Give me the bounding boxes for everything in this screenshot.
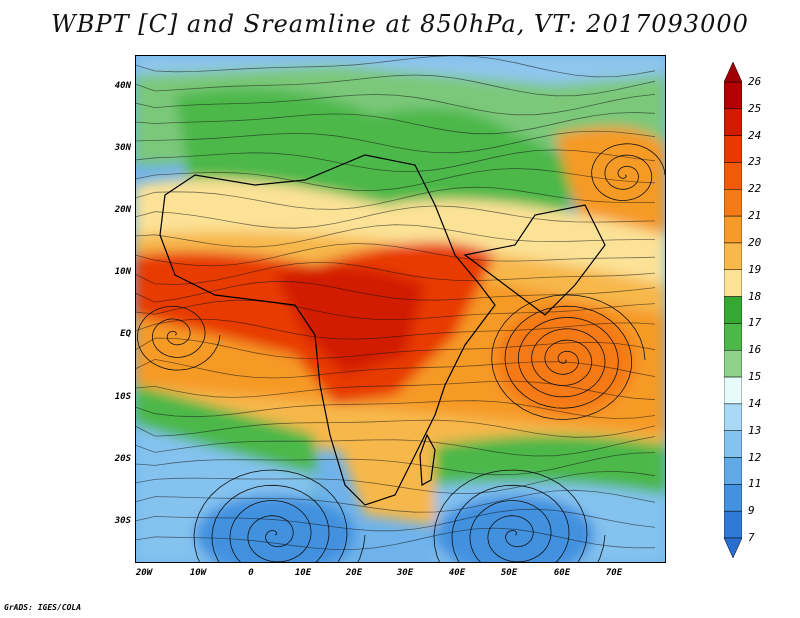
x-tick-label: 40E xyxy=(448,568,466,578)
x-tick-label: 70E xyxy=(605,568,623,578)
streamline-vortex xyxy=(433,469,606,563)
x-tick-label: 10E xyxy=(294,568,312,578)
y-tick-label: 30S xyxy=(114,516,131,526)
y-tick-label: 10S xyxy=(114,392,131,402)
colorbar-label: 21 xyxy=(748,209,762,223)
streamline xyxy=(135,489,656,513)
streamline xyxy=(135,419,656,438)
colorbar-swatch xyxy=(724,269,742,297)
y-tick-label: 20N xyxy=(114,205,131,215)
x-tick-label: 30E xyxy=(396,568,414,578)
streamline-vortex xyxy=(193,469,366,563)
y-tick-label: 30N xyxy=(114,143,131,153)
colorbar-label: 17 xyxy=(748,316,762,330)
y-tick-label: EQ xyxy=(120,329,131,339)
x-tick-label: 10W xyxy=(189,568,207,578)
streamline xyxy=(135,527,656,550)
colorbar-swatch xyxy=(724,484,742,512)
colorbar-label: 9 xyxy=(748,504,755,518)
streamline xyxy=(135,436,656,457)
streamline-vortex xyxy=(491,294,646,420)
colorbar-label: 26 xyxy=(748,75,762,88)
x-tick-label: 20W xyxy=(135,568,153,578)
colorbar-label: 19 xyxy=(748,262,762,276)
colorbar-label: 25 xyxy=(748,101,762,115)
streamline xyxy=(135,112,656,135)
map-title: WBPT [C] and Sreamline at 850hPa, VT: 20… xyxy=(51,10,749,38)
streamline xyxy=(135,280,656,303)
wbpt-field xyxy=(135,55,666,563)
colorbar-swatch xyxy=(724,376,742,405)
colorbar-swatch xyxy=(724,242,742,271)
streamline xyxy=(135,400,656,419)
colorbar-swatch xyxy=(724,162,742,190)
colorbar-label: 13 xyxy=(748,423,762,437)
streamline xyxy=(135,149,656,173)
map-plot-area xyxy=(135,55,666,563)
colorbar-swatch xyxy=(724,215,742,244)
streamline xyxy=(135,55,656,78)
colorbar-swatch xyxy=(724,349,742,378)
colorbar-label: 18 xyxy=(748,289,762,303)
colorbar-swatch xyxy=(724,457,742,485)
colorbar-swatch xyxy=(724,510,742,539)
streamline xyxy=(135,205,656,229)
colorbar-max-arrow xyxy=(724,62,742,83)
streamlines xyxy=(135,55,666,563)
streamline xyxy=(135,94,656,116)
colorbar-swatch xyxy=(724,296,742,324)
streamline xyxy=(135,508,656,532)
streamline xyxy=(135,261,656,285)
colorbar-swatch xyxy=(724,323,742,351)
colorbar-label: 16 xyxy=(748,343,762,357)
y-tick-label: 20S xyxy=(114,454,131,464)
streamline xyxy=(135,452,656,476)
colorbar-label: 24 xyxy=(748,128,762,142)
streamline xyxy=(135,470,656,494)
x-tick-label: 0 xyxy=(248,568,254,578)
colorbar-swatch xyxy=(724,135,742,163)
colorbar-label: 12 xyxy=(748,450,762,464)
y-tick-label: 10N xyxy=(114,267,131,277)
colorbar-min-arrow xyxy=(724,537,742,558)
streamline-vortex xyxy=(591,143,666,201)
streamline xyxy=(135,168,656,191)
streamline xyxy=(135,74,656,97)
colorbar-label: 14 xyxy=(748,396,762,410)
x-tick-label: 60E xyxy=(553,568,571,578)
y-tick-label: 40N xyxy=(114,81,131,91)
streamline xyxy=(135,224,656,248)
streamline xyxy=(135,358,656,379)
colorbar-swatch xyxy=(724,189,742,217)
colorbar-swatch xyxy=(724,108,742,136)
colorbar-label: 20 xyxy=(748,235,762,249)
streamline xyxy=(135,380,656,401)
colorbar xyxy=(724,62,742,558)
colorbar-label: 15 xyxy=(748,370,762,384)
colorbar-label: 11 xyxy=(748,477,762,491)
colorbar-label: 7 xyxy=(748,531,755,544)
x-tick-label: 50E xyxy=(500,568,518,578)
colorbar-swatch xyxy=(724,430,742,458)
colorbar-swatch xyxy=(724,403,742,431)
streamline-vortex xyxy=(137,305,221,371)
x-tick-label: 20E xyxy=(345,568,363,578)
streamline xyxy=(135,243,656,267)
colorbar-label: 22 xyxy=(748,182,762,196)
streamline xyxy=(135,337,656,359)
streamline xyxy=(135,130,656,154)
streamline xyxy=(135,299,656,321)
streamline xyxy=(135,186,656,210)
colorbar-label: 23 xyxy=(748,155,762,169)
streamline xyxy=(135,318,656,340)
credit-label: GrADS: IGES/COLA xyxy=(4,603,82,612)
coastlines xyxy=(159,154,606,506)
colorbar-swatch xyxy=(724,81,742,110)
